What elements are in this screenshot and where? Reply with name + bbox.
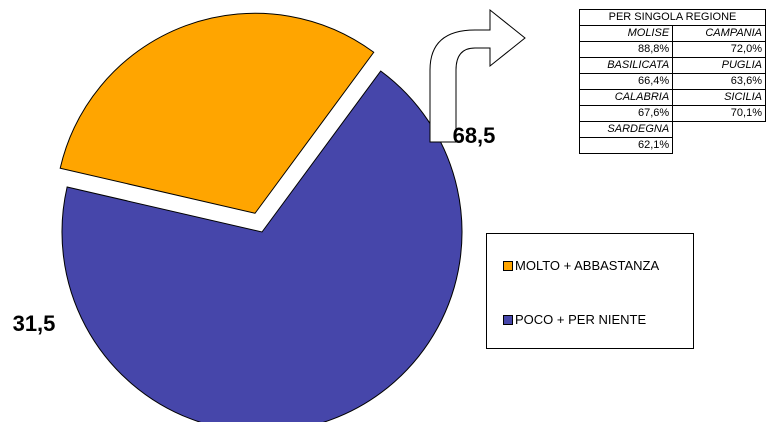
table-row: 88,8% 72,0% bbox=[578, 41, 766, 58]
region-name: CAMPANIA bbox=[672, 25, 766, 42]
region-value: 67,6% bbox=[578, 105, 674, 122]
legend-item: MOLTO + ABBASTANZA bbox=[503, 258, 659, 273]
legend: MOLTO + ABBASTANZA POCO + PER NIENTE bbox=[486, 233, 694, 349]
table-row: 66,4% 63,6% bbox=[578, 73, 766, 90]
region-value: 62,1% bbox=[578, 137, 674, 154]
data-labels: 31,5 68,5 bbox=[13, 123, 496, 336]
empty-cell bbox=[673, 138, 766, 154]
region-name: SICILIA bbox=[672, 89, 766, 106]
region-table: PER SINGOLA REGIONE MOLISE CAMPANIA 88,8… bbox=[578, 9, 766, 154]
region-name: CALABRIA bbox=[578, 89, 674, 106]
legend-swatch bbox=[503, 314, 513, 325]
region-name: BASILICATA bbox=[578, 57, 674, 74]
region-value: 72,0% bbox=[672, 41, 766, 58]
region-table-header: PER SINGOLA REGIONE bbox=[579, 9, 766, 26]
table-row: 62,1% bbox=[578, 137, 766, 154]
pie-slices bbox=[59, 12, 463, 422]
region-value: 70,1% bbox=[672, 105, 766, 122]
arrow-icon bbox=[429, 8, 526, 143]
legend-label: POCO + PER NIENTE bbox=[515, 312, 647, 327]
pie-slice-poco-per-niente bbox=[61, 70, 463, 422]
table-row: CALABRIA SICILIA bbox=[578, 89, 766, 106]
legend-swatch bbox=[503, 260, 513, 271]
region-name: SARDEGNA bbox=[578, 121, 674, 138]
table-row: BASILICATA PUGLIA bbox=[578, 57, 766, 74]
table-row: MOLISE CAMPANIA bbox=[578, 25, 766, 42]
table-row: 67,6% 70,1% bbox=[578, 105, 766, 122]
legend-item: POCO + PER NIENTE bbox=[503, 312, 646, 327]
legend-label: MOLTO + ABBASTANZA bbox=[515, 258, 660, 273]
empty-cell bbox=[673, 122, 766, 138]
region-value: 63,6% bbox=[672, 73, 766, 90]
data-label: 31,5 bbox=[13, 311, 56, 336]
region-table-header-row: PER SINGOLA REGIONE bbox=[579, 9, 766, 26]
table-row: SARDEGNA bbox=[578, 121, 766, 138]
pie-slice-molto-abbastanza bbox=[59, 12, 375, 214]
region-name: MOLISE bbox=[578, 25, 674, 42]
region-name: PUGLIA bbox=[672, 57, 766, 74]
data-label: 68,5 bbox=[453, 123, 496, 148]
region-value: 88,8% bbox=[578, 41, 674, 58]
region-value: 66,4% bbox=[578, 73, 674, 90]
